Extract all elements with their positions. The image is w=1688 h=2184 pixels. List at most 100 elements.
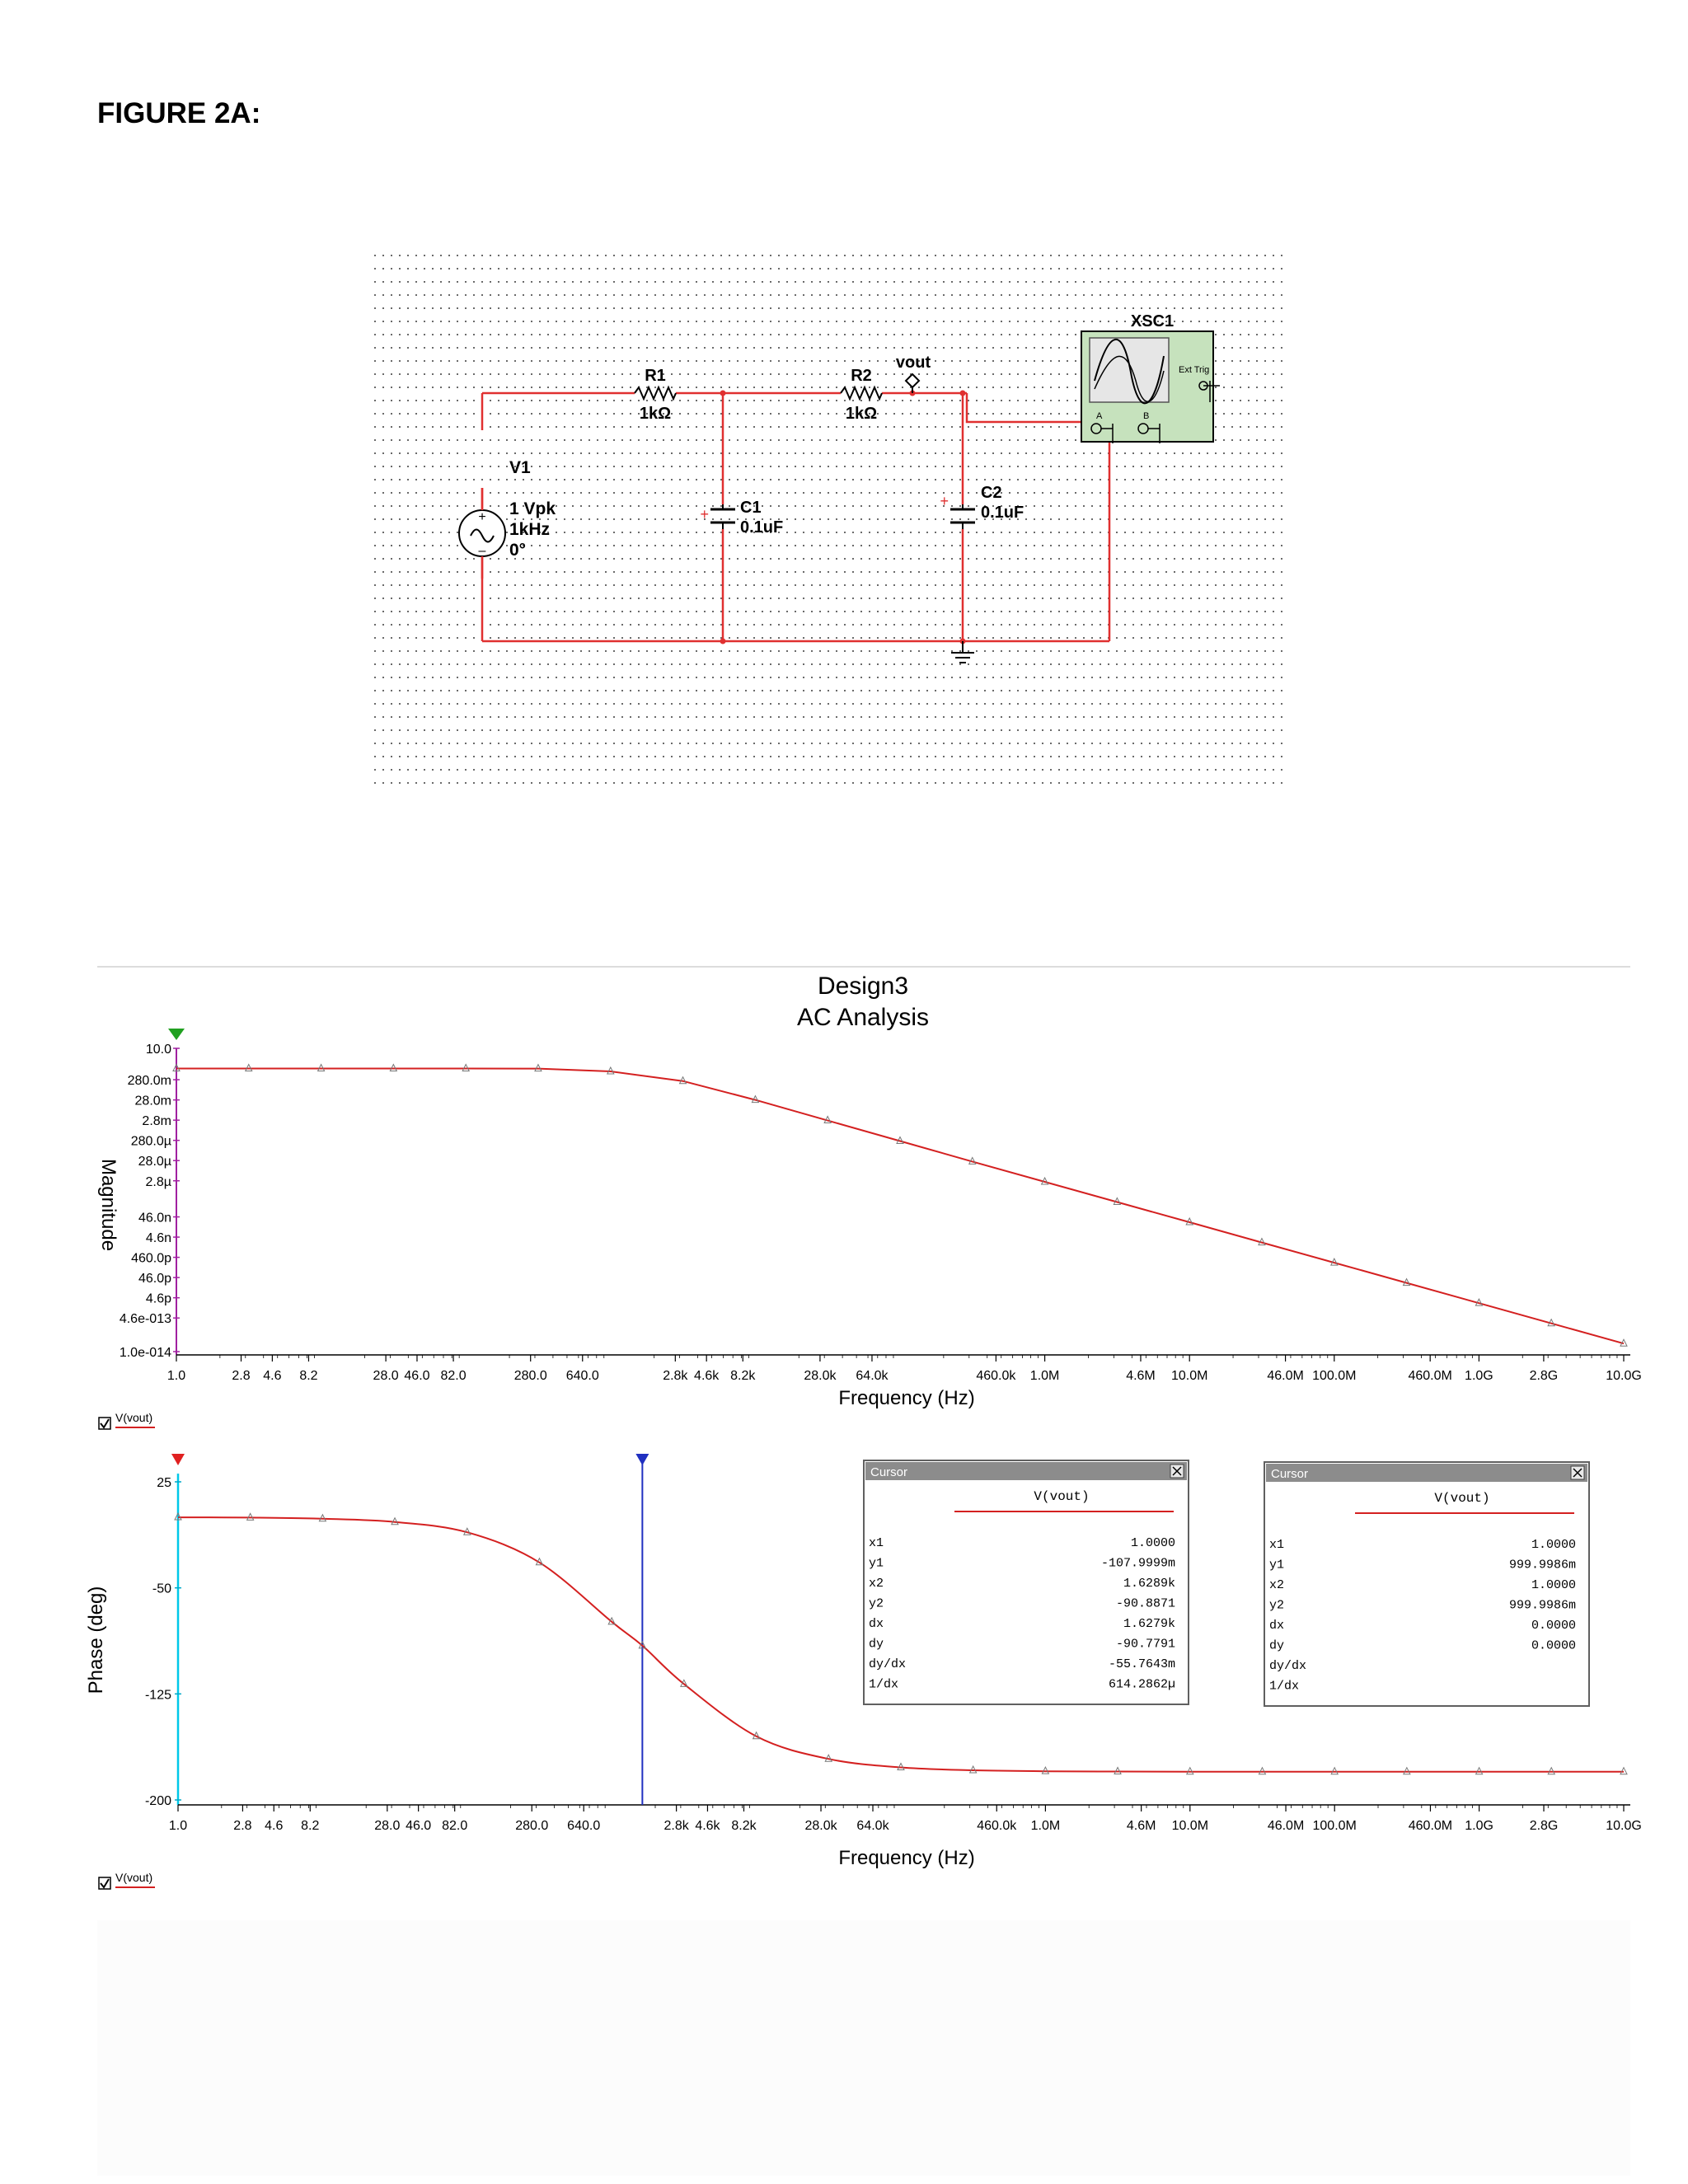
- phase-data-point: [462, 1527, 471, 1535]
- magnitude-x-tick-label: 1.0: [167, 1369, 185, 1383]
- phase-x-tick-label: 82.0: [442, 1819, 467, 1833]
- magnitude-data-point: [823, 1115, 832, 1124]
- cursor-row-key: x1: [869, 1536, 884, 1550]
- c1-plus: +: [700, 506, 709, 523]
- cursor-window-title: Cursor: [870, 1465, 907, 1479]
- magnitude-x-tick-label: 460.0M: [1408, 1369, 1451, 1383]
- phase-data-point: [1330, 1766, 1339, 1775]
- close-icon: [1573, 1468, 1582, 1478]
- v1-minus: –: [479, 544, 486, 558]
- phase-x-tick-label: 4.6: [265, 1819, 283, 1833]
- check-icon: [100, 1418, 110, 1429]
- cursor-row-key: dy/dx: [869, 1657, 906, 1671]
- magnitude-data-point: [896, 1136, 904, 1144]
- phase-x-tick-label: 1.0M: [1031, 1819, 1061, 1833]
- magnitude-y-tick-label: 28.0µ: [138, 1155, 171, 1169]
- phase-data-point: [1185, 1766, 1194, 1775]
- magnitude-x-tick-label: 8.2k: [730, 1369, 756, 1383]
- phase-data-point: [318, 1513, 327, 1522]
- phase-data-point: [968, 1765, 978, 1774]
- phase-cursor-2-marker[interactable]: [635, 1454, 649, 1465]
- phase-data-point: [680, 1679, 688, 1687]
- phase-x-tick-label: 100.0M: [1313, 1819, 1357, 1833]
- phase-cursor-1-marker[interactable]: [171, 1454, 185, 1465]
- magnitude-data-point: [1185, 1216, 1194, 1226]
- cursor-window-1[interactable]: Cursor V(vout) x1 1.0000 y1 -107.9999m x2 1.628…: [863, 1460, 1189, 1705]
- c2-plus: +: [940, 493, 949, 509]
- magnitude-x-tick-label: 4.6k: [694, 1369, 720, 1383]
- oscilloscope-xsc1[interactable]: XSC1 Ext Trig A B: [1081, 312, 1220, 443]
- cursor-window-title: Cursor: [1271, 1467, 1308, 1481]
- magnitude-data-point: [968, 1156, 977, 1165]
- magnitude-data-point: [389, 1063, 398, 1072]
- phase-xlabel: Frequency (Hz): [838, 1847, 974, 1869]
- magnitude-data-point: [244, 1063, 253, 1072]
- cursor-row-value: -90.7791: [1116, 1638, 1175, 1652]
- cursor-row-value: 1.0000: [1531, 1538, 1576, 1552]
- phase-x-tick-label: 4.6k: [695, 1819, 720, 1833]
- cursor-window-close-button[interactable]: [1570, 1465, 1585, 1480]
- figure-heading: FIGURE 2A:: [97, 97, 261, 129]
- phase-data-point: [1041, 1766, 1050, 1774]
- magnitude-data-point: [678, 1076, 687, 1085]
- phase-x-tick-label: 28.0: [374, 1819, 400, 1833]
- magnitude-legend-label: V(vout): [115, 1411, 152, 1424]
- magnitude-y-tick-label: 280.0µ: [131, 1135, 171, 1149]
- resistor-r2[interactable]: R2 1kΩ: [840, 367, 883, 423]
- resistor-r1[interactable]: R1 1kΩ: [634, 367, 677, 423]
- cursor-row-value: 1.6279k: [1123, 1617, 1175, 1631]
- net-probe-vout[interactable]: vout: [896, 354, 931, 393]
- magnitude-y-tick-label: 2.8m: [142, 1114, 171, 1128]
- magnitude-x-tick-label: 2.8k: [663, 1369, 688, 1383]
- magnitude-x-tick-label: 100.0M: [1312, 1369, 1356, 1383]
- cursor-row-value: 999.9986m: [1509, 1599, 1576, 1613]
- phase-data-point: [391, 1516, 399, 1526]
- phase-data-point: [1475, 1766, 1484, 1775]
- magnitude-data-point: [1475, 1298, 1484, 1306]
- phase-legend[interactable]: V(vout): [98, 1871, 155, 1890]
- cursor-row-value: -55.7643m: [1109, 1657, 1175, 1671]
- magnitude-legend[interactable]: V(vout): [98, 1411, 155, 1430]
- v1-name: V1: [509, 458, 531, 477]
- magnitude-data-point: [1258, 1237, 1266, 1246]
- magnitude-x-tick-label: 10.0G: [1606, 1369, 1642, 1383]
- phase-data-point: [607, 1616, 617, 1625]
- v1-phase: 0°: [509, 541, 526, 560]
- close-icon: [1172, 1466, 1182, 1476]
- capacitor-c2[interactable]: + C2 0.1uF: [940, 484, 1024, 529]
- magnitude-x-tick-label: 460.0k: [976, 1369, 1016, 1383]
- cursor-row-key: dx: [869, 1617, 884, 1631]
- voltage-source-v1[interactable]: + – V1 1 Vpk 1kHz 0°: [458, 458, 556, 579]
- phase-y-tick-label: 25: [157, 1476, 171, 1490]
- magnitude-y-tick-label: 460.0p: [131, 1252, 171, 1266]
- magnitude-x-tick-label: 28.0k: [804, 1369, 837, 1383]
- phase-x-tick-label: 460.0M: [1409, 1819, 1452, 1833]
- magnitude-y-tick-label: 4.6e-013: [120, 1312, 171, 1326]
- magnitude-cursor-marker[interactable]: [168, 1029, 185, 1040]
- phase-ylabel: Phase (deg): [85, 1586, 107, 1694]
- cursor-window-titlebar: [865, 1462, 1187, 1480]
- r1-value: 1kΩ: [640, 405, 671, 423]
- phase-x-tick-label: 46.0M: [1268, 1819, 1304, 1833]
- phase-y-tick-label: -125: [145, 1688, 171, 1702]
- cursor-row-key: y1: [1269, 1558, 1284, 1572]
- cursor-row-value: 0.0000: [1531, 1619, 1576, 1633]
- cursor-row-value: 0.0000: [1531, 1639, 1576, 1653]
- magnitude-data-point: [172, 1063, 181, 1072]
- v1-amplitude: 1 Vpk: [509, 499, 556, 518]
- cursor-row-key: dy: [1269, 1639, 1284, 1653]
- magnitude-plot: Magnitude 10.0 280.0m 28.0m 2.8m 280.0µ 28.0µ…: [97, 1029, 1642, 1430]
- magnitude-data-point: [1040, 1176, 1049, 1185]
- cursor-row-value: -107.9999m: [1101, 1557, 1175, 1571]
- cursor-window-column-header: V(vout): [1434, 1491, 1489, 1506]
- phase-x-tick-label: 280.0: [515, 1819, 548, 1833]
- blank-area: [97, 1920, 1630, 2176]
- cursor-window-2[interactable]: Cursor V(vout) x1 1.0000 y1 999.9986m x2 1.0000…: [1264, 1461, 1590, 1707]
- magnitude-x-tick-label: 46.0: [404, 1369, 429, 1383]
- capacitor-c1[interactable]: + C1 0.1uF: [700, 499, 783, 537]
- magnitude-data-point: [1547, 1318, 1555, 1327]
- cursor-window-close-button[interactable]: [1170, 1464, 1184, 1479]
- circuit-schematic: R1 1kΩ R2 1kΩ vout + C1 0.1uF + C2 0.1uF…: [371, 249, 1286, 793]
- cursor-row-key: 1/dx: [869, 1678, 898, 1692]
- cursor-row-value: -90.8871: [1116, 1597, 1175, 1611]
